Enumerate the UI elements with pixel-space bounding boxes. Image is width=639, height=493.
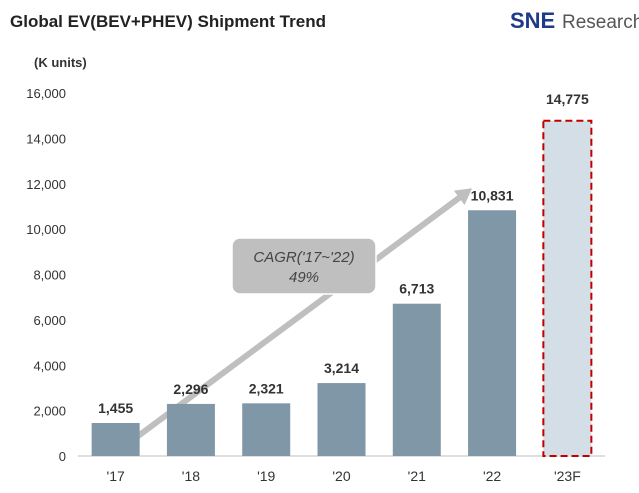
bar-value-labels: 1,455 2,296 2,321 3,214 6,713 10,831 14,775 <box>98 91 589 416</box>
bar <box>166 403 215 456</box>
bar <box>392 303 441 456</box>
y-tick-label: 6,000 <box>33 313 66 328</box>
x-category-label: '22 <box>483 468 501 484</box>
chart-title: Global EV(BEV+PHEV) Shipment Trend <box>10 12 326 31</box>
x-axis-categories: '17 '18 '19 '20 '21 '22 '23F <box>107 468 581 484</box>
bar <box>242 403 291 456</box>
bar <box>468 210 517 456</box>
y-tick-label: 0 <box>59 449 66 464</box>
logo-sne-text: SNE <box>510 8 555 33</box>
y-tick-label: 12,000 <box>26 177 66 192</box>
bar-value-label: 2,321 <box>249 380 284 396</box>
bar-value-label: 10,831 <box>471 187 514 203</box>
bar-value-label: 2,296 <box>173 381 208 397</box>
y-tick-label: 8,000 <box>33 268 66 283</box>
x-category-label: '23F <box>554 468 581 484</box>
bar-value-label: 1,455 <box>98 400 133 416</box>
y-tick-label: 4,000 <box>33 358 66 373</box>
bar-series <box>91 119 593 458</box>
y-axis-ticks: 0 2,000 4,000 6,000 8,000 10,000 12,000 14,000 1… <box>26 86 66 464</box>
logo-research-text: Research <box>562 12 639 33</box>
bar-value-label: 6,713 <box>399 281 434 297</box>
x-category-label: '21 <box>408 468 426 484</box>
y-axis-label: (K units) <box>34 55 87 70</box>
x-category-label: '17 <box>107 468 125 484</box>
cagr-annotation: CAGR('17~'22) 49% <box>231 237 377 295</box>
x-category-label: '18 <box>182 468 200 484</box>
y-tick-label: 2,000 <box>33 404 66 419</box>
y-tick-label: 10,000 <box>26 222 66 237</box>
bar-value-label: 3,214 <box>324 360 359 376</box>
y-tick-label: 14,000 <box>26 131 66 146</box>
cagr-label: CAGR('17~'22) <box>253 249 354 266</box>
x-category-label: '20 <box>332 468 350 484</box>
bar-value-label: 14,775 <box>546 91 589 107</box>
growth-trend-arrow <box>132 188 473 441</box>
x-category-label: '19 <box>257 468 275 484</box>
cagr-value: 49% <box>289 269 319 286</box>
bar <box>91 422 140 456</box>
y-tick-label: 16,000 <box>26 86 66 101</box>
bar <box>317 383 366 456</box>
bar-forecast <box>542 119 593 458</box>
sne-research-logo: SNE Research <box>510 8 639 33</box>
